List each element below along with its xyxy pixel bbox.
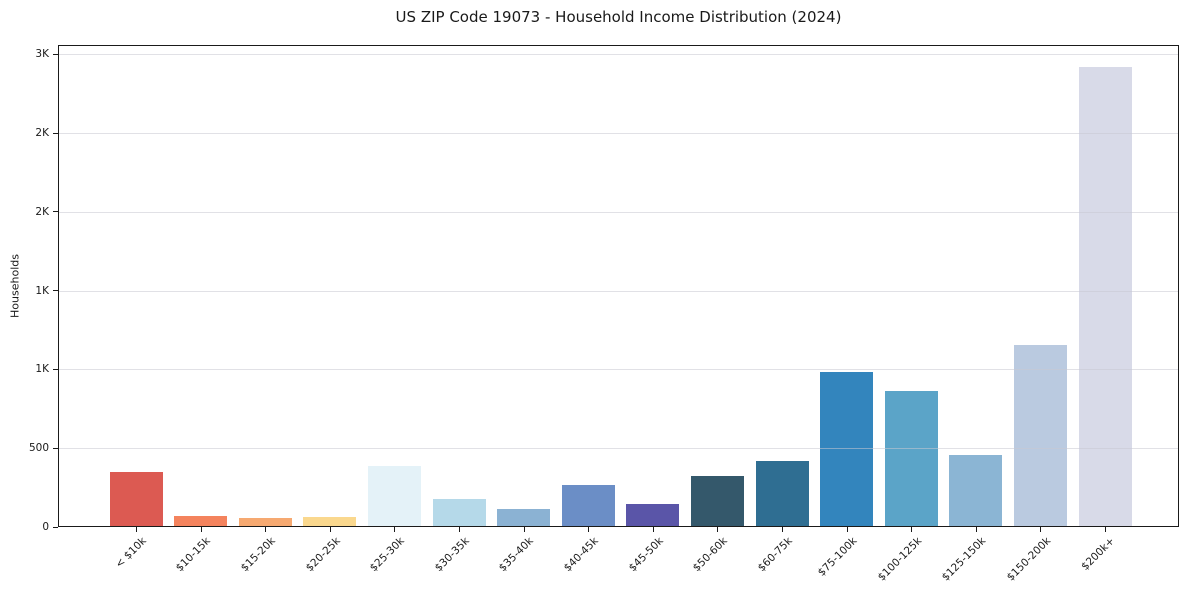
x-tick-label-text: $100-125k xyxy=(875,535,924,584)
y-tick-label: 500 xyxy=(28,442,49,455)
bar-30-35k xyxy=(432,499,486,526)
x-tick-mark xyxy=(200,527,202,532)
y-tick-label: 2K xyxy=(35,127,49,140)
x-tick-mark xyxy=(652,527,654,532)
bar-40-45k xyxy=(561,485,615,526)
bar-50-60k xyxy=(690,476,744,526)
x-tick-mark xyxy=(911,527,913,532)
bar-20-25k xyxy=(303,516,357,526)
gridline xyxy=(59,369,1178,371)
x-tick-mark xyxy=(588,527,590,532)
bar-25-30k xyxy=(367,466,421,526)
x-tick-label-text: $60-75k xyxy=(755,535,795,575)
x-tick-label-text: $125-150k xyxy=(939,535,989,584)
bar-35-40k xyxy=(497,509,551,526)
x-tick-mark xyxy=(1105,527,1106,532)
x-tick-mark xyxy=(459,527,460,532)
x-tick-mark xyxy=(975,527,977,532)
gridline xyxy=(59,54,1178,56)
plot-area xyxy=(58,45,1179,527)
bar-15-20k xyxy=(238,518,292,526)
x-tick-mark xyxy=(329,527,331,532)
x-tick-mark xyxy=(523,527,525,532)
y-tick-label: 2K xyxy=(35,205,49,218)
bar-10-15k xyxy=(174,515,228,526)
x-tick-label-text: $20-25k xyxy=(303,535,343,575)
y-axis-label: Households xyxy=(8,254,22,318)
gridline xyxy=(59,290,1178,292)
x-tick-label-text: $40-45k xyxy=(561,535,601,575)
bar-60-75k xyxy=(755,461,809,526)
y-tick-label: 1K xyxy=(35,363,49,376)
bar-150-200k xyxy=(1013,344,1067,526)
x-tick-label-text: $35-40k xyxy=(496,535,537,575)
x-tick-label-text: $10-15k xyxy=(173,535,214,575)
x-tick-label-text: $30-35k xyxy=(432,535,472,575)
gridline xyxy=(59,133,1178,135)
x-tick-mark xyxy=(265,527,267,532)
x-tick-label-text: $50-60k xyxy=(690,535,730,575)
x-tick-label-text: < $10k xyxy=(112,535,149,571)
gridline xyxy=(59,211,1178,213)
x-tick-mark xyxy=(1040,527,1042,532)
bar-125-150k xyxy=(949,455,1003,526)
bar-100-125k xyxy=(884,390,938,526)
bar-10k xyxy=(109,472,163,526)
bar-75-100k xyxy=(820,371,874,526)
gridline xyxy=(59,448,1178,450)
x-tick-mark xyxy=(136,527,137,532)
bar-45-50k xyxy=(626,503,680,526)
x-tick-label-text: $25-30k xyxy=(367,535,407,575)
x-tick-mark xyxy=(782,527,783,532)
x-tick-mark xyxy=(846,527,848,532)
y-tick-label: 1K xyxy=(35,284,49,297)
x-tick-label-text: $200k+ xyxy=(1079,535,1118,573)
x-tick-label-text: $75-100k xyxy=(815,535,860,579)
x-tick-mark xyxy=(394,527,396,532)
x-tick-label-text: $45-50k xyxy=(626,535,666,575)
y-tick-label: 0 xyxy=(42,521,49,533)
x-tick-label-text: $150-200k xyxy=(1004,535,1053,584)
bar-200k xyxy=(1078,66,1132,526)
x-tick-label-text: $15-20k xyxy=(238,535,278,575)
chart-title: US ZIP Code 19073 - Household Income Dis… xyxy=(395,8,842,26)
x-tick-mark xyxy=(717,527,719,532)
y-tick-label: 3K xyxy=(35,48,49,61)
